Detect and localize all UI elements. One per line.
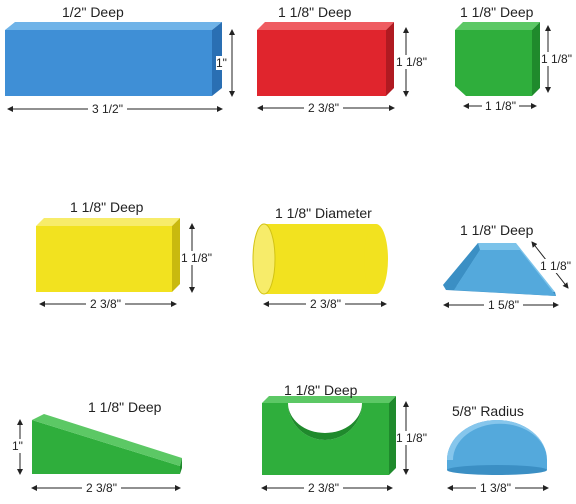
block-2-width-label: 2 3/8" bbox=[304, 101, 343, 115]
block-4-depth-label: 1 1/8" Deep bbox=[70, 199, 144, 215]
block-7-height-label: 1" bbox=[12, 439, 23, 453]
block-1-height-label: 1" bbox=[216, 56, 227, 70]
yellow-rectangular-block bbox=[36, 218, 180, 292]
block-5-diameter-label: 1 1/8" Diameter bbox=[275, 205, 372, 221]
red-rectangular-block bbox=[257, 22, 394, 96]
green-arch bbox=[262, 396, 396, 475]
block-5-width-label: 2 3/8" bbox=[306, 297, 345, 311]
block-8-width-label: 2 3/8" bbox=[304, 481, 343, 495]
block-6-width-label: 1 5/8" bbox=[484, 298, 523, 312]
block-1-depth-label: 1/2" Deep bbox=[62, 4, 124, 20]
block-4-height-label: 1 1/8" bbox=[181, 251, 212, 265]
block-1-width-label: 3 1/2" bbox=[88, 102, 127, 116]
green-cube bbox=[455, 22, 540, 96]
cyan-half-cylinder bbox=[447, 420, 547, 475]
block-6-depth-label: 1 1/8" Deep bbox=[460, 222, 534, 238]
block-7-width-label: 2 3/8" bbox=[82, 481, 121, 495]
yellow-cylinder bbox=[252, 223, 388, 295]
block-6-side-label: 1 1/8" bbox=[540, 259, 571, 273]
block-4-width-label: 2 3/8" bbox=[86, 297, 125, 311]
block-9-radius-label: 5/8" Radius bbox=[452, 403, 524, 419]
block-9-width-label: 1 3/8" bbox=[476, 481, 515, 495]
block-8-depth-label: 1 1/8" Deep bbox=[284, 382, 358, 398]
block-7-depth-label: 1 1/8" Deep bbox=[88, 399, 162, 415]
block-3-width-label: 1 1/8" bbox=[482, 99, 519, 113]
block-3-height-label: 1 1/8" bbox=[541, 52, 572, 66]
block-2-depth-label: 1 1/8" Deep bbox=[278, 4, 352, 20]
block-2-height-label: 1 1/8" bbox=[396, 55, 427, 69]
green-ramp bbox=[32, 414, 182, 474]
block-3-depth-label: 1 1/8" Deep bbox=[460, 4, 534, 20]
block-8-height-label: 1 1/8" bbox=[396, 431, 427, 445]
cyan-triangle-prism bbox=[443, 243, 556, 296]
blue-rectangular-block bbox=[5, 22, 222, 96]
